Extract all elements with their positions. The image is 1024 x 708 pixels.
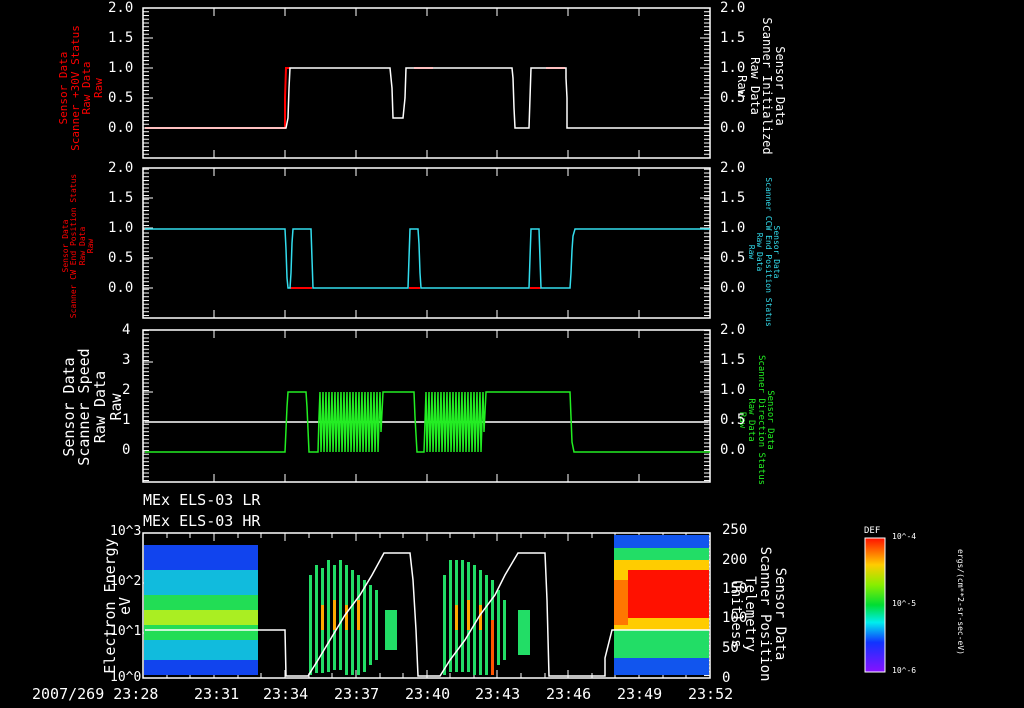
- colorbar-title: DEF: [864, 526, 881, 536]
- p3-right-tick: 2.0: [720, 322, 746, 338]
- colorbar-tick: 10^-5: [892, 599, 917, 608]
- p3-right-tick: 0.0: [720, 442, 746, 458]
- panel1-left-label: Sensor Data Scanner +30V Status Raw Data Ra…: [57, 25, 105, 151]
- p3-left-tick: 4: [122, 322, 131, 338]
- p4-left-tick: 10^3: [110, 524, 142, 539]
- p4-left-tick: 10^2: [110, 574, 142, 589]
- panel2-traces: [145, 228, 710, 289]
- p1-left-tick: 0.5: [108, 90, 134, 106]
- p2-right-tick: 2.0: [720, 160, 746, 176]
- p1-left-tick: 1.5: [108, 30, 134, 46]
- p4-right-tick: 50: [722, 640, 739, 656]
- p4-right-tick: 100: [722, 610, 748, 626]
- p3-left-tick: 3: [122, 352, 131, 368]
- p4-left-tick: 10^0: [110, 670, 142, 685]
- p4-right-tick: 250: [722, 522, 748, 538]
- p3-left-tick: 1: [122, 412, 131, 428]
- panel3-left-label: Sensor Data Scanner Speed Raw Data Raw: [59, 348, 125, 466]
- p3-right-tick: 0.5: [720, 412, 746, 428]
- p1-right-tick: 0.0: [720, 120, 746, 136]
- panel2-right-label: Sensor Data Scanner CCW End Position Stat…: [747, 177, 782, 327]
- p3-left-tick: 2: [122, 382, 131, 398]
- panel4-title-hr: MEx ELS-03 HR: [143, 512, 261, 530]
- p2-right-tick: 0.5: [720, 250, 746, 266]
- p2-right-tick: 1.5: [720, 190, 746, 206]
- p2-right-tick: 1.0: [720, 220, 746, 236]
- x-tick-first: 2007/269 23:28: [32, 685, 159, 703]
- x-tick: 23:49: [617, 685, 663, 703]
- x-tick: 23:52: [688, 685, 734, 703]
- p1-right-tick: 2.0: [720, 0, 746, 16]
- x-tick: 23:37: [334, 685, 380, 703]
- panel3-right-label: Sensor Data Scanner Direction Status Raw D…: [736, 355, 776, 486]
- colorbar-tick: 10^-6: [892, 666, 917, 675]
- x-tick: 23:46: [546, 685, 592, 703]
- x-tick: 23:31: [194, 685, 240, 703]
- p2-right-tick: 0.0: [720, 280, 746, 296]
- p1-right-tick: 1.0: [720, 60, 746, 76]
- p3-left-tick: 0: [122, 442, 131, 458]
- p4-left-tick: 10^1: [110, 624, 142, 639]
- p1-left-tick: 1.0: [108, 60, 134, 76]
- p2-left-tick: 2.0: [108, 160, 134, 176]
- panel4-left-label: Electron Energy eV: [100, 538, 135, 674]
- panel4-title-lr: MEx ELS-03 LR: [143, 491, 261, 509]
- p2-left-tick: 0.0: [108, 280, 134, 296]
- p2-left-tick: 1.0: [108, 220, 134, 236]
- p1-right-tick: 0.5: [720, 90, 746, 106]
- panel2-left-label: Sensor Data Scanner CW End Position Statu…: [60, 173, 95, 319]
- x-tick: 23:34: [263, 685, 309, 703]
- panel3-traces: [145, 391, 710, 453]
- p2-left-tick: 0.5: [108, 250, 134, 266]
- p4-right-tick: 200: [722, 552, 748, 568]
- p3-right-tick: 1.5: [720, 352, 746, 368]
- p4-right-tick: 150: [722, 581, 748, 597]
- colorbar: [864, 537, 886, 673]
- panel1-traces: [145, 67, 710, 129]
- x-tick: 23:40: [405, 685, 451, 703]
- panel1-right-label: Sensor Data Scanner Initialized Raw Data Ra…: [735, 17, 787, 155]
- x-tick: 23:43: [475, 685, 521, 703]
- spectrogram: [144, 535, 710, 677]
- p4-right-tick: 0: [722, 670, 731, 686]
- p3-right-tick: 1.0: [720, 382, 746, 398]
- panel4-right-label: Sensor Data Scanner Position Telemetry Unit…: [727, 546, 788, 682]
- colorbar-tick: 10^-4: [892, 532, 917, 541]
- p1-left-tick: 2.0: [108, 0, 134, 16]
- colorbar-units: ergs/(cm**2-sr-sec-eV): [956, 549, 965, 655]
- p1-left-tick: 0.0: [108, 120, 134, 136]
- p1-right-tick: 1.5: [720, 30, 746, 46]
- p2-left-tick: 1.5: [108, 190, 134, 206]
